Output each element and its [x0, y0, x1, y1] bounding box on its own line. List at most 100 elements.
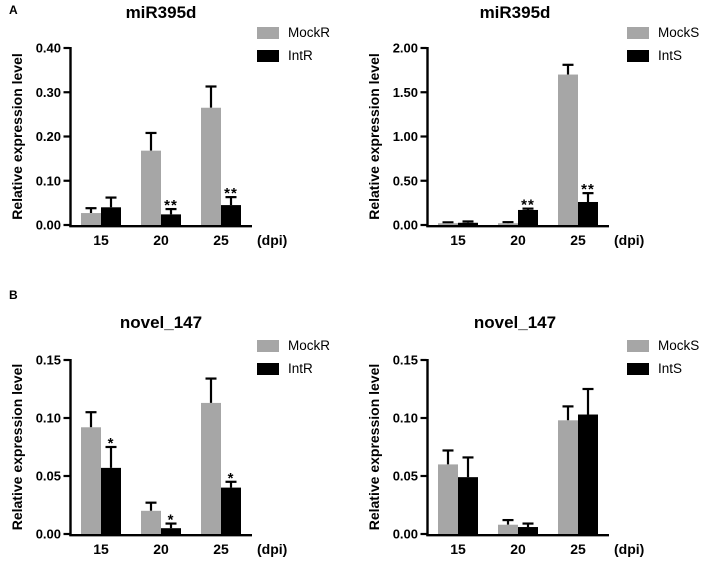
- y-tick-label: 2.00: [393, 41, 418, 56]
- legend-swatch-intr: [257, 49, 279, 62]
- bar-chart-svg: 0.00 0.05 0.10 0.15 Relative expression leve…: [9, 353, 287, 557]
- bar-ints-15dpi: [458, 477, 478, 534]
- bar-ints-20dpi: [518, 527, 538, 534]
- significance-marker: **: [224, 185, 238, 202]
- chart-mir395d-susceptible: miR395d 0.00 0.50 1.00 1.50 2.00 Relative exp…: [354, 0, 708, 281]
- y-tick-label: 0.10: [36, 411, 61, 426]
- legend-item: MockS: [627, 26, 699, 39]
- chart-novel147-susceptible: novel_147 0.00 0.05 0.10 0.15 Relative expre…: [354, 281, 708, 562]
- significance-marker: *: [168, 512, 175, 529]
- chart-novel147-resistant: novel_147 0.00 0.05 0.10 0.15 Relative expre…: [0, 281, 354, 562]
- y-tick-label: 1.00: [393, 129, 418, 144]
- y-axis-title: Relative expression level: [9, 53, 25, 220]
- legend-swatch-mocks: [627, 26, 649, 39]
- x-axis-unit-label: (dpi): [614, 232, 644, 248]
- x-tick-label: 15: [450, 232, 466, 248]
- y-tick-label: 0.15: [36, 353, 61, 368]
- bar-ints-25dpi: [578, 414, 598, 534]
- bar-intr-20dpi: [161, 528, 181, 534]
- y-tick-label: 0.30: [36, 85, 61, 100]
- bar-mocks-20dpi: [498, 223, 518, 225]
- bar-mockr-20dpi: [141, 150, 161, 225]
- x-tick-label: 25: [213, 232, 229, 248]
- bar-mockr-25dpi: [201, 107, 221, 225]
- y-tick-label: 0.40: [36, 41, 61, 56]
- bar-intr-15dpi: [101, 207, 121, 225]
- bar-mocks-20dpi: [498, 524, 518, 534]
- y-tick-label: 1.50: [393, 85, 418, 100]
- legend: MockR IntR: [257, 339, 330, 385]
- x-axis-unit-label: (dpi): [257, 541, 287, 557]
- y-axis-title: Relative expression level: [366, 364, 382, 531]
- legend-label: MockR: [288, 338, 331, 353]
- bar-chart-svg: 0.00 0.10 0.20 0.30 0.40 Relative expression …: [9, 41, 287, 248]
- y-tick-label: 0.10: [36, 173, 61, 188]
- x-tick-label: 15: [450, 541, 466, 557]
- bar-intr-20dpi: [161, 214, 181, 225]
- x-tick-label: 20: [510, 232, 526, 248]
- legend-item: IntR: [257, 49, 330, 62]
- x-tick-label: 20: [153, 541, 169, 557]
- legend-item: MockR: [257, 339, 330, 352]
- bar-ints-25dpi: [578, 201, 598, 225]
- legend-label: IntS: [658, 48, 683, 63]
- bar-mockr-20dpi: [141, 510, 161, 534]
- chart-mir395d-resistant: miR395d 0.00 0.10 0.20 0.30 0.40 Relative exp…: [0, 0, 354, 281]
- legend-label: IntR: [288, 361, 313, 376]
- y-tick-label: 0.05: [36, 469, 61, 484]
- bar-intr-25dpi: [221, 205, 241, 225]
- bar-mockr-15dpi: [81, 427, 101, 534]
- x-axis-unit-label: (dpi): [614, 541, 644, 557]
- legend-item: IntR: [257, 362, 330, 375]
- legend-item: IntS: [627, 362, 699, 375]
- y-tick-label: 0.00: [36, 218, 61, 233]
- panel-label-a: A: [9, 3, 18, 17]
- significance-marker: **: [164, 197, 178, 214]
- y-axis-title: Relative expression level: [9, 364, 25, 531]
- legend-swatch-mocks: [627, 339, 649, 352]
- x-tick-label: 25: [213, 541, 229, 557]
- y-tick-label: 0.00: [393, 527, 418, 542]
- significance-marker: **: [581, 181, 595, 198]
- y-tick-label: 0.50: [393, 173, 418, 188]
- bar-mocks-15dpi: [438, 223, 458, 225]
- legend-swatch-intr: [257, 362, 279, 375]
- bar-ints-15dpi: [458, 222, 478, 225]
- significance-marker: **: [521, 197, 535, 214]
- legend: MockS IntS: [627, 339, 699, 385]
- y-tick-label: 0.15: [393, 353, 418, 368]
- legend-label: MockR: [288, 25, 331, 40]
- bar-chart-svg: 0.00 0.05 0.10 0.15 Relative expression leve…: [366, 353, 644, 557]
- bar-chart-svg: 0.00 0.50 1.00 1.50 2.00 Relative expression …: [366, 41, 644, 248]
- legend: MockS IntS: [627, 26, 699, 72]
- x-tick-label: 25: [570, 232, 586, 248]
- legend-item: IntS: [627, 49, 699, 62]
- legend-label: MockS: [658, 338, 700, 353]
- y-tick-label: 0.00: [36, 527, 61, 542]
- significance-marker: *: [228, 470, 235, 487]
- bar-mocks-15dpi: [438, 464, 458, 534]
- legend-item: MockS: [627, 339, 699, 352]
- y-tick-label: 0.20: [36, 129, 61, 144]
- bar-mocks-25dpi: [558, 420, 578, 534]
- legend: MockR IntR: [257, 26, 330, 72]
- chart-title: miR395d: [125, 3, 197, 22]
- x-axis-unit-label: (dpi): [257, 232, 287, 248]
- bar-intr-25dpi: [221, 487, 241, 534]
- bar-intr-15dpi: [101, 467, 121, 534]
- panel-label-b: B: [9, 288, 18, 302]
- legend-item: MockR: [257, 26, 330, 39]
- significance-marker: *: [108, 435, 115, 452]
- y-tick-label: 0.00: [393, 218, 418, 233]
- legend-swatch-mockr: [257, 339, 279, 352]
- chart-title: novel_147: [473, 313, 557, 332]
- legend-swatch-mockr: [257, 26, 279, 39]
- x-tick-label: 20: [510, 541, 526, 557]
- x-tick-label: 25: [570, 541, 586, 557]
- legend-label: IntR: [288, 48, 313, 63]
- y-axis-title: Relative expression level: [366, 53, 382, 220]
- chart-title: novel_147: [119, 313, 203, 332]
- bar-mockr-25dpi: [201, 402, 221, 534]
- x-tick-label: 20: [153, 232, 169, 248]
- bar-mockr-15dpi: [81, 213, 101, 225]
